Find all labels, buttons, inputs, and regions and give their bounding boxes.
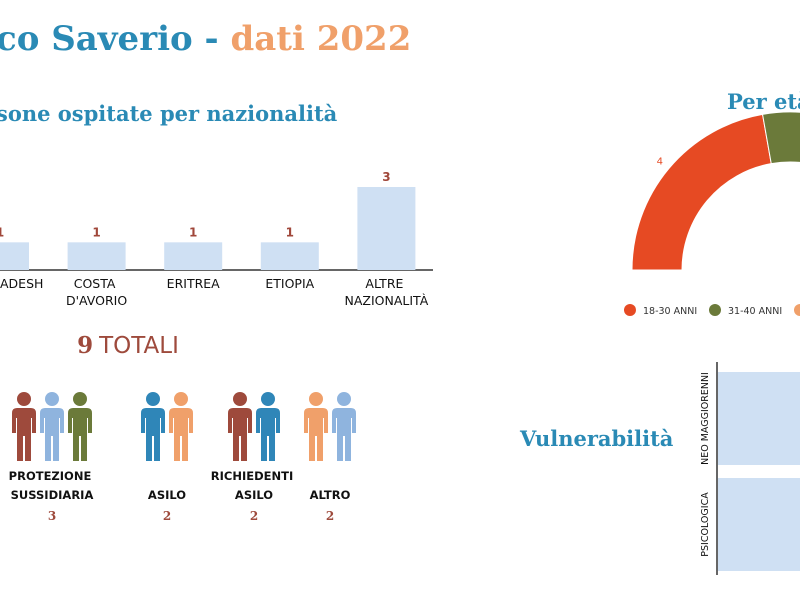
pictogram-group (141, 392, 193, 461)
person-body (304, 408, 328, 461)
person-body (332, 408, 356, 461)
pictogram-group (12, 392, 92, 461)
bar (67, 242, 126, 270)
donut-segment (761, 111, 800, 165)
person-body (68, 408, 92, 461)
pictogram-label: ASILO (148, 488, 186, 502)
person-body (228, 408, 252, 461)
pictogram-label: PROTEZIONE SUSSIDIARIA (9, 469, 96, 502)
person-body (141, 408, 165, 461)
legend-label: 31-40 ANNI (728, 306, 782, 317)
bar-value-label: 1 (286, 225, 294, 239)
pictogram-label: RICHIEDENTI ASILO (211, 469, 298, 502)
x-tick-label: ETIOPIA (265, 276, 314, 291)
person-body (256, 408, 280, 461)
legend-label: 18-30 ANNI (643, 306, 697, 317)
totals: 9 TOTALI (77, 332, 179, 359)
bar (357, 187, 416, 270)
pictogram-label: ALTRO (310, 488, 351, 502)
person-head (73, 392, 87, 406)
bar-value-label: 3 (382, 170, 390, 184)
totals-label: TOTALI (98, 333, 179, 359)
legend-marker (624, 304, 636, 316)
bar (260, 242, 319, 270)
x-tick-label: BANGLADESH (0, 276, 43, 291)
person-body (12, 408, 36, 461)
title: co Saverio - (0, 19, 230, 59)
hbar (718, 372, 800, 465)
person-head (45, 392, 59, 406)
x-tick-label: ERITREA (167, 276, 220, 291)
bar-title: sone ospitate per nazionalità (0, 101, 338, 126)
totals-value: 9 (77, 332, 93, 359)
title-year: dati 2022 (230, 19, 411, 59)
person-head (261, 392, 275, 406)
pictogram-group (304, 392, 356, 461)
legend-marker (709, 304, 721, 316)
hbar-title: Vulnerabilità (519, 426, 674, 451)
y-tick-label: PSICOLOGICA (700, 492, 711, 557)
person-body (169, 408, 193, 461)
bar (0, 242, 29, 270)
pictogram-value: 2 (326, 509, 334, 523)
person-head (174, 392, 188, 406)
x-tick-label: ALTRE NAZIONALITÀ (345, 276, 429, 308)
pictogram-value: 2 (250, 509, 258, 523)
person-head (309, 392, 323, 406)
x-tick-label: COSTA D'AVORIO (66, 276, 127, 308)
y-tick-label: NEO MAGGIORENNI (700, 372, 711, 465)
legend-marker (794, 304, 800, 316)
pictogram-group (228, 392, 280, 461)
page-title: co Saverio - dati 2022 (0, 19, 411, 59)
person-head (146, 392, 160, 406)
person-body (40, 408, 64, 461)
bar-value-label: 1 (92, 225, 100, 239)
hbar (718, 478, 800, 571)
bar-value-label: 1 (0, 225, 4, 239)
donut-value-label: 4 (657, 157, 663, 168)
pictogram-value: 2 (163, 509, 171, 523)
bar-value-label: 1 (189, 225, 197, 239)
person-head (233, 392, 247, 406)
person-head (17, 392, 31, 406)
bar (164, 242, 223, 270)
donut-segment (631, 113, 772, 271)
pie-title: Per età (727, 89, 800, 114)
pictogram-value: 3 (48, 509, 56, 523)
person-head (337, 392, 351, 406)
